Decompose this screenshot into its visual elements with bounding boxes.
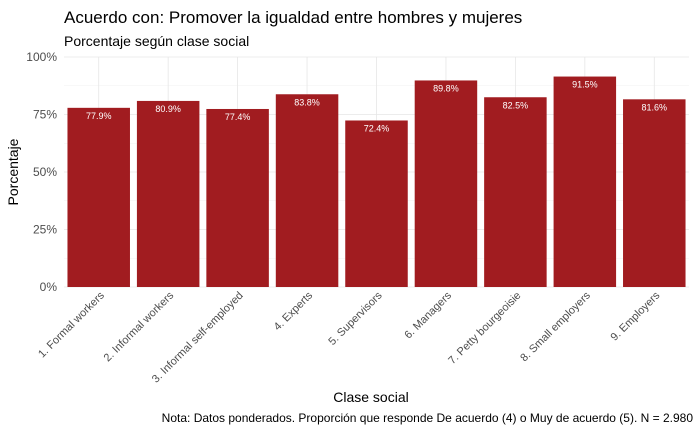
bar-value-label: 81.6% (642, 102, 668, 112)
bar-value-label: 77.4% (225, 112, 251, 122)
x-tick-label: 4. Experts (272, 289, 316, 333)
y-tick-label: 0% (40, 280, 58, 294)
y-tick-label: 75% (33, 108, 57, 122)
bar (553, 76, 617, 287)
y-tick-label: 100% (26, 50, 57, 64)
y-tick-label: 25% (33, 223, 57, 237)
chart-subtitle: Porcentaje según clase social (64, 33, 249, 49)
x-tick-label: 7. Petty bourgeoisie (446, 290, 523, 367)
y-axis-ticks: 0% 25% 50% 75% 100% (26, 50, 57, 294)
x-tick-label: 6. Managers (402, 289, 454, 341)
x-tick-label: 8. Small employers (518, 289, 593, 364)
chart-title: Acuerdo con: Promover la igualdad entre … (64, 8, 522, 27)
bar (484, 97, 547, 287)
bar (345, 120, 408, 287)
chart-caption: Nota: Datos ponderados. Proporción que r… (162, 411, 694, 425)
bar (275, 94, 339, 287)
y-tick-label: 50% (33, 165, 57, 179)
bar (136, 100, 200, 288)
bar-value-label: 72.4% (364, 123, 390, 133)
bar-value-label: 82.5% (503, 100, 529, 110)
bar (623, 99, 686, 287)
x-tick-label: 5. Supervisors (326, 289, 385, 348)
bar-value-label: 89.8% (433, 83, 459, 93)
x-axis-title: Clase social (333, 389, 408, 405)
bar (67, 107, 130, 287)
bar-value-label: 83.8% (294, 97, 320, 107)
y-axis-title: Porcentaje (5, 138, 21, 205)
x-tick-label: 1. Formal workers (36, 289, 107, 360)
x-tick-label: 2. Informal workers (102, 289, 177, 364)
x-tick-label: 9. Employers (609, 289, 663, 343)
bar-value-labels: 77.9% 80.9% 77.4% 83.8% 72.4% 89.8% 82.5% 91.5%… (86, 80, 667, 134)
bars (67, 76, 686, 288)
bar-value-label: 77.9% (86, 111, 112, 121)
bar (206, 108, 269, 287)
bar (414, 80, 478, 288)
bar-value-label: 80.9% (155, 104, 181, 114)
bar-value-label: 91.5% (572, 80, 598, 90)
